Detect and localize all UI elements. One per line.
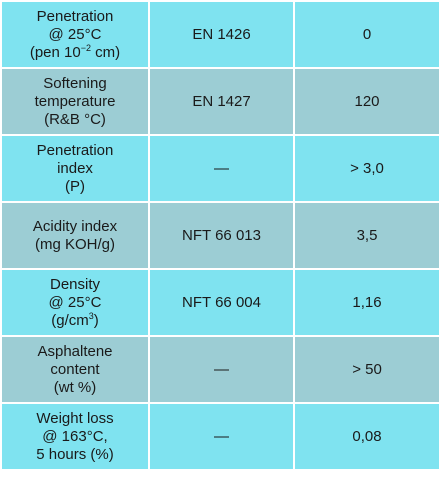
property-label-line: @ 163°C, xyxy=(42,427,108,445)
property-label-line: (mg KOH/g) xyxy=(34,235,115,253)
table-row-density: Density @ 25°C (g/cm3) NFT 66 004 1,16 xyxy=(0,268,439,337)
property-label-line: Acidity index xyxy=(32,217,118,235)
property-cell: Softening temperature (R&B °C) xyxy=(0,67,150,136)
property-cell: Density @ 25°C (g/cm3) xyxy=(0,268,150,337)
value-cell: 120 xyxy=(293,67,439,136)
property-label-line: @ 25°C xyxy=(48,293,102,311)
property-label-line: content xyxy=(50,360,100,378)
value-cell: 3,5 xyxy=(293,201,439,270)
table-row-weight-loss: Weight loss @ 163°C, 5 hours (%) — 0,08 xyxy=(0,402,439,471)
property-cell: Penetration index (P) xyxy=(0,134,150,203)
property-cell: Asphaltene content (wt %) xyxy=(0,335,150,404)
property-cell: Penetration @ 25°C (pen 10−2 cm) xyxy=(0,0,150,69)
property-label-line: (P) xyxy=(65,177,85,195)
table-row-penetration: Penetration @ 25°C (pen 10−2 cm) EN 1426… xyxy=(0,0,439,69)
property-unit-tail: ) xyxy=(93,311,99,329)
property-label-line: (g/cm3) xyxy=(6,310,144,330)
table-row-softening-temperature: Softening temperature (R&B °C) EN 1427 1… xyxy=(0,67,439,136)
standard-cell: — xyxy=(148,134,295,203)
table-row-penetration-index: Penetration index (P) — > 3,0 xyxy=(0,134,439,203)
property-label-line: Weight loss xyxy=(36,409,114,427)
property-label-line: @ 25°C xyxy=(48,25,102,43)
property-label-line: Asphaltene xyxy=(37,342,113,360)
property-label-line: Penetration xyxy=(36,7,114,25)
property-unit-exponent: −2 xyxy=(80,42,91,53)
property-cell: Acidity index (mg KOH/g) xyxy=(0,201,150,270)
value-cell: 0 xyxy=(293,0,439,69)
property-label-line: (R&B °C) xyxy=(44,110,106,128)
property-label-line: (pen 10−2 cm) xyxy=(6,42,144,62)
value-cell: 0,08 xyxy=(293,402,439,471)
property-label-line: Softening xyxy=(43,74,107,92)
table-row-asphaltene-content: Asphaltene content (wt %) — > 50 xyxy=(0,335,439,404)
property-unit-exponent: 3 xyxy=(88,310,94,321)
property-unit-text: (g/cm xyxy=(51,311,89,329)
standard-cell: — xyxy=(148,402,295,471)
property-unit-tail: cm) xyxy=(90,43,121,61)
properties-table: Penetration @ 25°C (pen 10−2 cm) EN 1426… xyxy=(0,0,439,471)
table-row-acidity-index: Acidity index (mg KOH/g) NFT 66 013 3,5 xyxy=(0,201,439,270)
property-label-line: (wt %) xyxy=(53,378,97,396)
value-cell: > 50 xyxy=(293,335,439,404)
value-cell: > 3,0 xyxy=(293,134,439,203)
property-cell: Weight loss @ 163°C, 5 hours (%) xyxy=(0,402,150,471)
property-label-line: index xyxy=(57,159,93,177)
property-label-line: Penetration xyxy=(36,141,114,159)
standard-cell: EN 1427 xyxy=(148,67,295,136)
standard-cell: NFT 66 004 xyxy=(148,268,295,337)
standard-cell: NFT 66 013 xyxy=(148,201,295,270)
standard-cell: EN 1426 xyxy=(148,0,295,69)
property-label-line: 5 hours (%) xyxy=(36,445,114,463)
property-unit-text: (pen 10 xyxy=(29,43,81,61)
property-label-line: temperature xyxy=(34,92,116,110)
value-cell: 1,16 xyxy=(293,268,439,337)
standard-cell: — xyxy=(148,335,295,404)
property-label-line: Density xyxy=(49,275,101,293)
